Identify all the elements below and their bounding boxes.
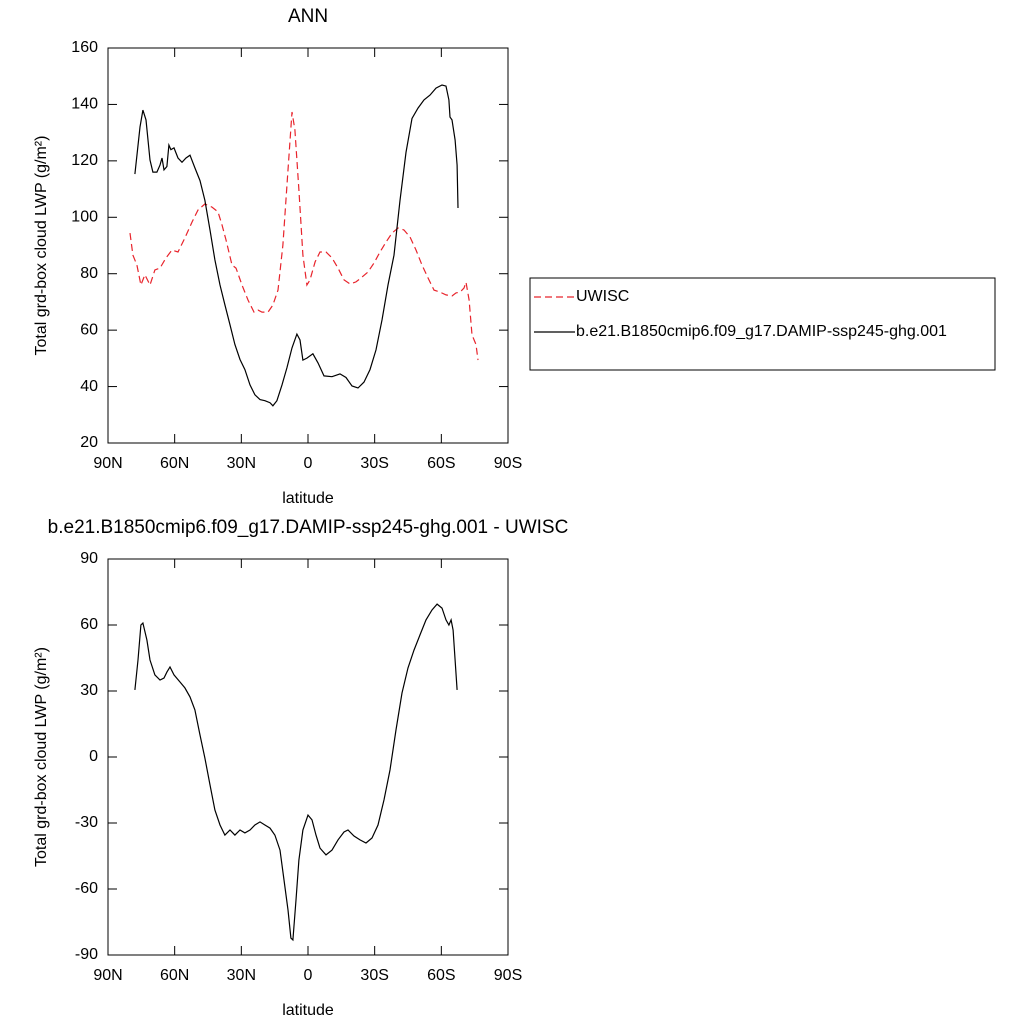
x-tick-label: 60N <box>160 967 189 984</box>
x-tick-label: 60S <box>427 967 455 984</box>
data-line <box>134 603 458 942</box>
y-tick-label: 40 <box>80 378 98 395</box>
y-axis-label: Total grd-box cloud LWP (g/m²) <box>33 136 50 356</box>
y-tick-label: -30 <box>75 814 98 831</box>
x-axis-label: latitude <box>282 1002 334 1019</box>
y-tick-label: 20 <box>80 434 98 451</box>
data-line <box>134 84 459 407</box>
plot-frame <box>107 47 509 444</box>
x-tick-label: 0 <box>304 967 313 984</box>
legend-label: UWISC <box>576 288 629 305</box>
x-tick-label: 60N <box>160 455 189 472</box>
y-axis-label: Total grd-box cloud LWP (g/m²) <box>33 647 50 867</box>
x-tick-label: 0 <box>304 455 313 472</box>
chart-title: ANN <box>288 6 328 27</box>
x-tick-label: 30N <box>227 967 256 984</box>
x-tick-label: 30S <box>360 455 388 472</box>
x-tick-label: 30N <box>227 455 256 472</box>
chart-title: b.e21.B1850cmip6.f09_g17.DAMIP-ssp245-gh… <box>48 517 569 538</box>
x-tick-label: 90N <box>93 967 122 984</box>
y-tick-label: -60 <box>75 880 98 897</box>
y-tick-label: 120 <box>71 152 98 169</box>
y-tick-label: 90 <box>80 550 98 567</box>
data-line <box>129 111 479 361</box>
y-tick-label: 60 <box>80 321 98 338</box>
x-tick-label: 30S <box>360 967 388 984</box>
y-tick-label: 60 <box>80 616 98 633</box>
legend-box <box>529 277 996 371</box>
x-tick-label: 90S <box>494 967 522 984</box>
x-tick-label: 60S <box>427 455 455 472</box>
x-axis-label: latitude <box>282 490 334 507</box>
y-tick-label: 160 <box>71 39 98 56</box>
y-tick-label: 30 <box>80 682 98 699</box>
legend-label: b.e21.B1850cmip6.f09_g17.DAMIP-ssp245-gh… <box>576 323 947 340</box>
y-tick-label: 140 <box>71 96 98 113</box>
x-tick-label: 90S <box>494 455 522 472</box>
y-tick-label: -90 <box>75 946 98 963</box>
y-tick-label: 100 <box>71 209 98 226</box>
y-tick-label: 0 <box>89 748 98 765</box>
plot-frame <box>107 558 509 956</box>
y-tick-label: 80 <box>80 265 98 282</box>
x-tick-label: 90N <box>93 455 122 472</box>
